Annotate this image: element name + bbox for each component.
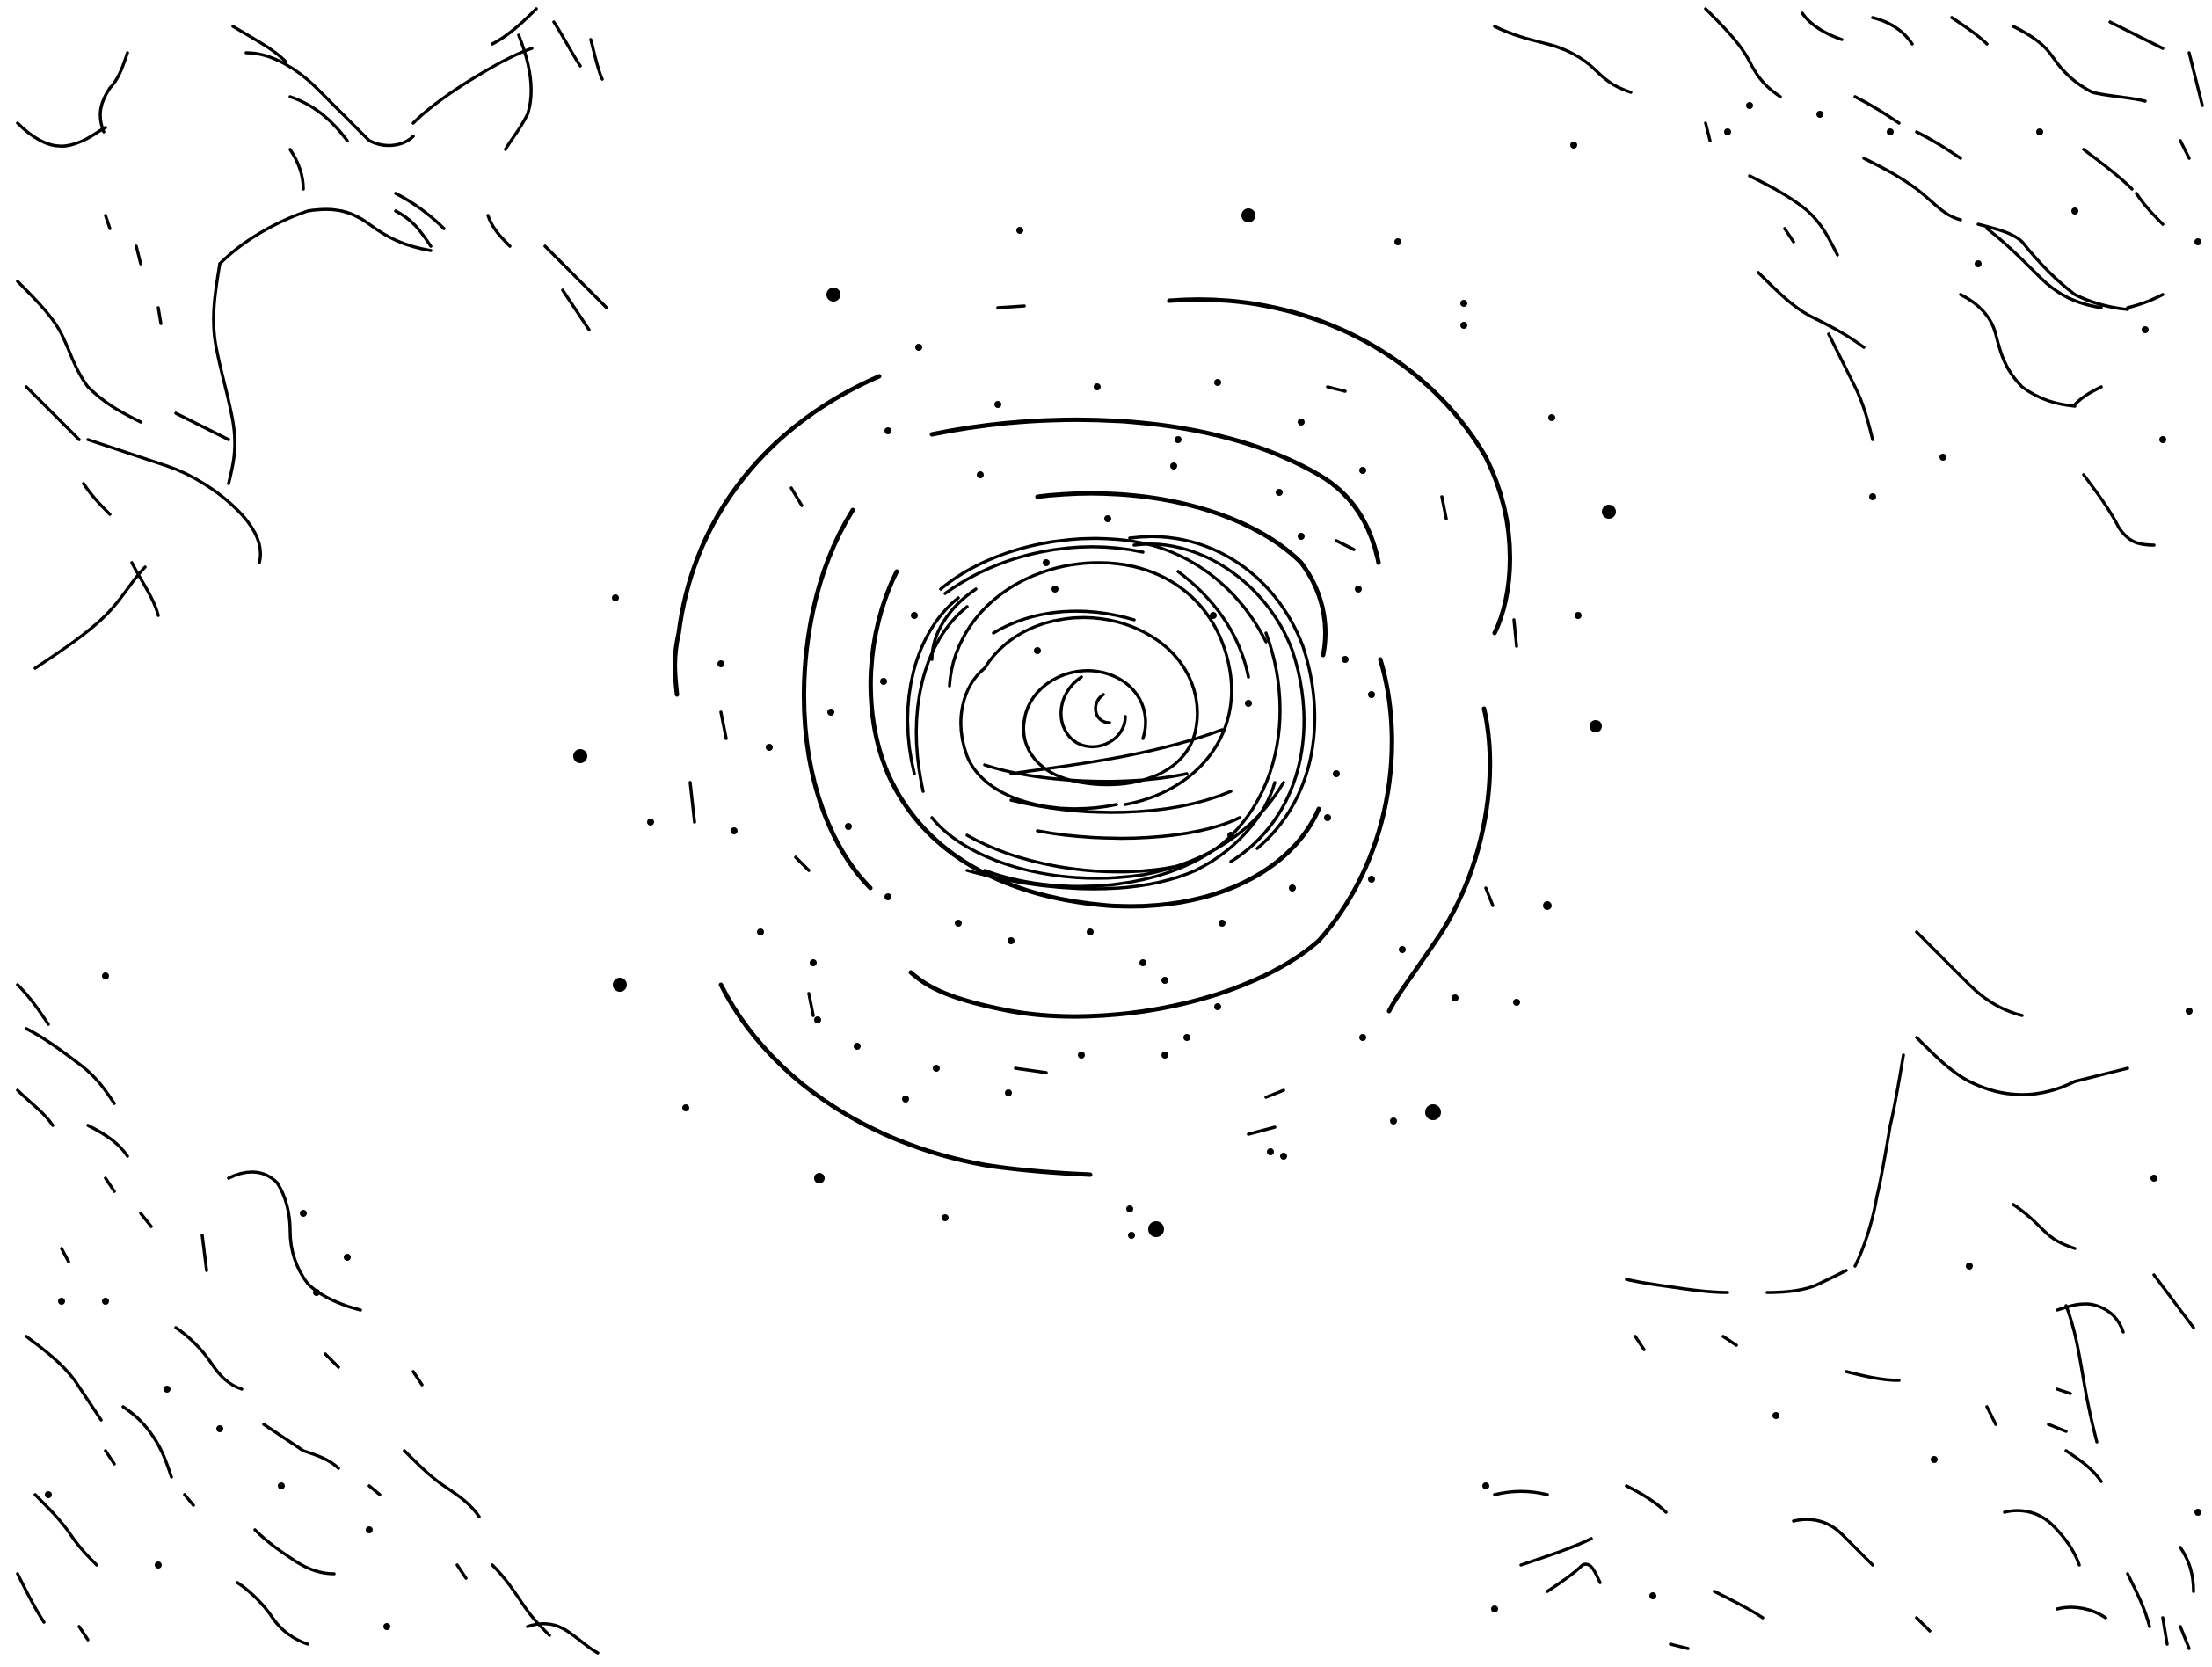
cloud-swirls-bottom-right xyxy=(1493,930,2195,1650)
concentric-rings xyxy=(673,297,1512,1177)
inner-swirl-strokes xyxy=(906,535,1317,891)
cloud-swirls-top-left xyxy=(16,7,608,670)
cloud-swirls-top-right xyxy=(1493,7,2204,547)
corner-dots xyxy=(45,102,2201,1630)
vortex-dash-marks xyxy=(688,304,1518,1136)
central-spiral xyxy=(573,208,1616,1239)
stipple-dots xyxy=(573,208,1616,1239)
cloud-swirls-bottom-left xyxy=(16,983,600,1655)
